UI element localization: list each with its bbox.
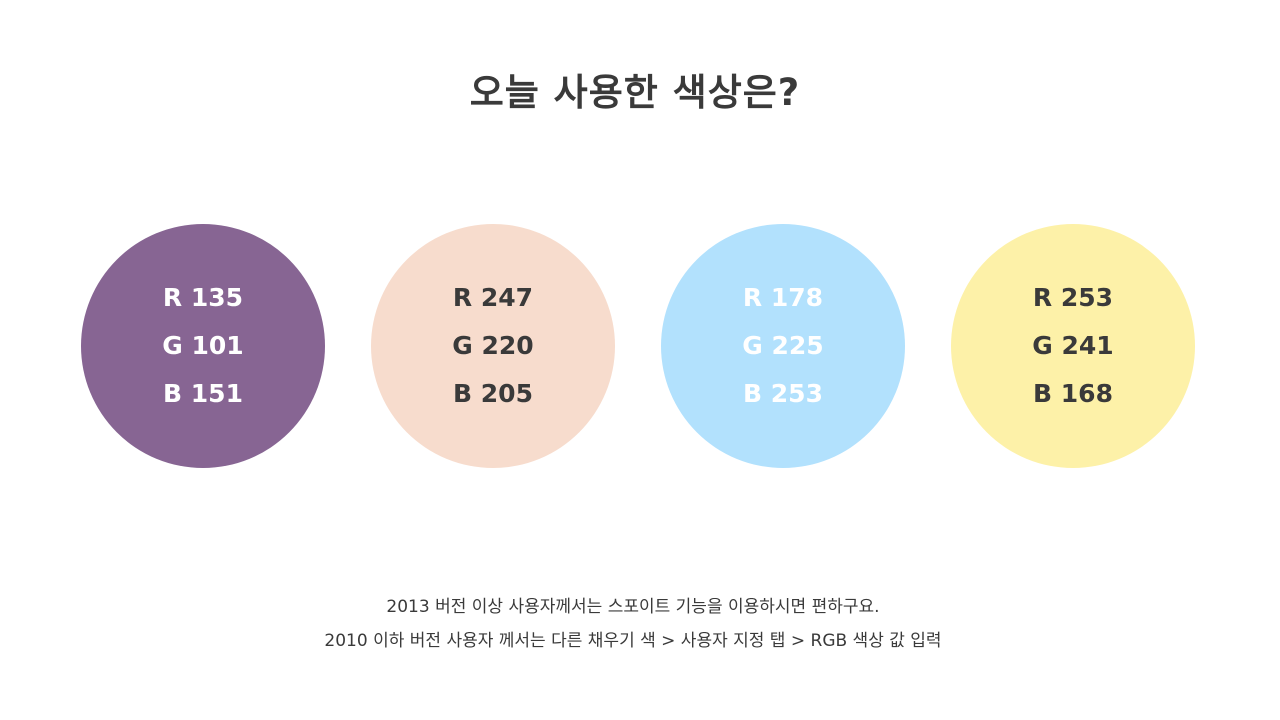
blue-value: B 205 [453, 379, 533, 408]
color-swatch-purple: R 135 G 101 B 151 [81, 224, 325, 468]
blue-value: B 151 [163, 379, 243, 408]
color-swatch-peach: R 247 G 220 B 205 [371, 224, 615, 468]
footer-line-2: 2010 이하 버전 사용자 께서는 다른 채우기 색 > 사용자 지정 탭 >… [324, 631, 942, 651]
red-value: R 135 [162, 283, 244, 312]
color-swatches: R 135 G 101 B 151 R 247 G 220 B 205 R 17… [0, 224, 1280, 468]
red-value: R 178 [742, 283, 824, 312]
green-value: G 225 [742, 331, 824, 360]
red-value: R 247 [452, 283, 534, 312]
green-value: G 101 [162, 331, 244, 360]
color-swatch-yellow: R 253 G 241 B 168 [951, 224, 1195, 468]
green-value: G 241 [1032, 331, 1114, 360]
footer-line-1: 2013 버전 이상 사용자께서는 스포이트 기능을 이용하시면 편하구요. [386, 597, 880, 617]
footer-note: 2013 버전 이상 사용자께서는 스포이트 기능을 이용하시면 편하구요. 2… [0, 590, 1266, 658]
blue-value: B 168 [1033, 379, 1113, 408]
blue-value: B 253 [743, 379, 823, 408]
green-value: G 220 [452, 331, 534, 360]
red-value: R 253 [1032, 283, 1114, 312]
color-swatch-sky-blue: R 178 G 225 B 253 [661, 224, 905, 468]
slide-title: 오늘 사용한 색상은? [469, 71, 801, 114]
